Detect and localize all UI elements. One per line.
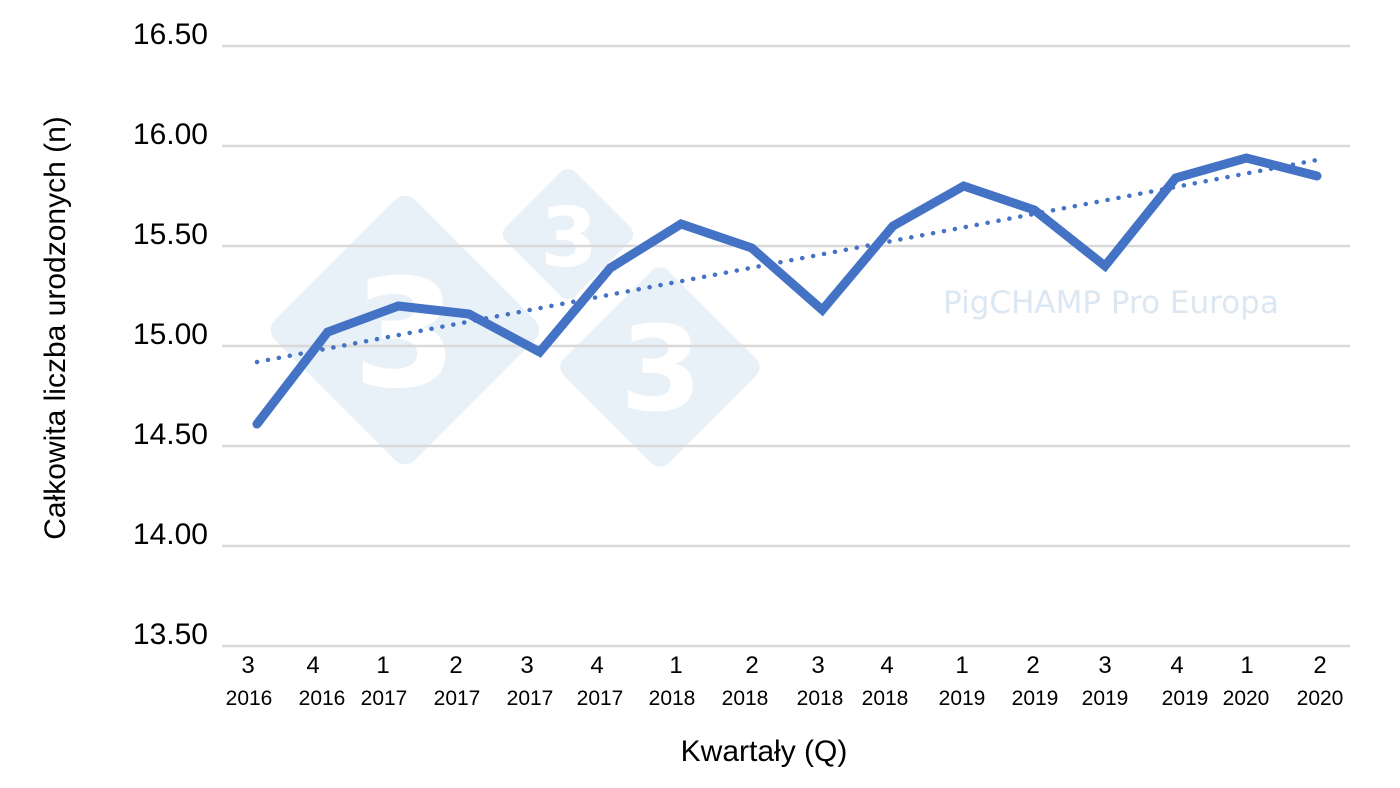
x-tick-year: 2020 [1297, 687, 1344, 710]
x-tick-quarter: 2 [449, 652, 462, 679]
x-tick-year: 2019 [1082, 687, 1129, 710]
x-tick-year: 2019 [939, 687, 986, 710]
x-tick-year: 2018 [862, 687, 909, 710]
x-tick-year: 2017 [434, 687, 481, 710]
x-tick-quarter: 1 [376, 652, 389, 679]
y-tick-label: 15.00 [133, 318, 208, 351]
x-tick-year: 2018 [649, 687, 696, 710]
x-tick-year: 2018 [722, 687, 769, 710]
y-tick-label: 14.50 [133, 418, 208, 451]
x-tick-quarter: 4 [880, 652, 893, 679]
x-tick-year: 2016 [226, 687, 273, 710]
x-tick-quarter: 4 [306, 652, 319, 679]
watermark-digit: 3 [620, 300, 702, 438]
y-tick-label: 15.50 [133, 218, 208, 251]
y-tick-label: 16.00 [133, 118, 208, 151]
x-tick-quarter: 2 [1026, 652, 1039, 679]
gridlines [222, 44, 1350, 648]
y-tick-label: 13.50 [133, 618, 208, 651]
x-tick-year: 2019 [1012, 687, 1059, 710]
x-tick-quarter: 3 [811, 652, 824, 679]
watermark-diamond-large: 3 [270, 195, 540, 465]
x-tick-year: 2018 [797, 687, 844, 710]
x-tick-quarter: 2 [1313, 652, 1326, 679]
x-tick-quarter: 4 [590, 652, 603, 679]
x-tick-year: 2017 [577, 687, 624, 710]
watermark-text: PigCHAMP Pro Europa [943, 285, 1279, 321]
x-axis-tick-labels: 3 2016 4 2016 1 2017 2 2017 3 2017 4 2017 1 2018 2 2018… [226, 652, 1344, 710]
x-tick-quarter: 3 [1098, 652, 1111, 679]
x-tick-quarter: 3 [241, 652, 254, 679]
x-tick-year: 2019 [1162, 687, 1209, 710]
x-tick-quarter: 1 [1240, 652, 1253, 679]
watermark-digit: 3 [353, 248, 457, 422]
x-tick-year: 2016 [299, 687, 346, 710]
y-axis-title: Całkowita liczba urodzonych (n) [39, 116, 72, 540]
x-tick-quarter: 3 [520, 652, 533, 679]
watermark-diamond-medium: 3 [560, 267, 760, 467]
x-tick-year: 2020 [1223, 687, 1270, 710]
watermark-digit: 3 [540, 191, 597, 286]
x-tick-quarter: 1 [955, 652, 968, 679]
x-tick-quarter: 1 [669, 652, 682, 679]
x-axis-title: Kwartały (Q) [681, 735, 848, 768]
x-tick-year: 2017 [507, 687, 554, 710]
x-tick-year: 2017 [361, 687, 408, 710]
y-tick-label: 16.50 [133, 18, 208, 51]
series-line [252, 153, 1322, 429]
y-axis-tick-labels: 13.50 14.00 14.50 15.00 15.50 16.00 16.50 [133, 18, 208, 651]
watermark-logo: 3 3 3 PigCHAMP Pro Europa [270, 168, 1279, 467]
watermark-diamond-small: 3 [502, 168, 634, 300]
x-tick-quarter: 2 [745, 652, 758, 679]
trend-line [254, 157, 1320, 365]
y-tick-label: 14.00 [133, 518, 208, 551]
x-tick-quarter: 4 [1170, 652, 1183, 679]
